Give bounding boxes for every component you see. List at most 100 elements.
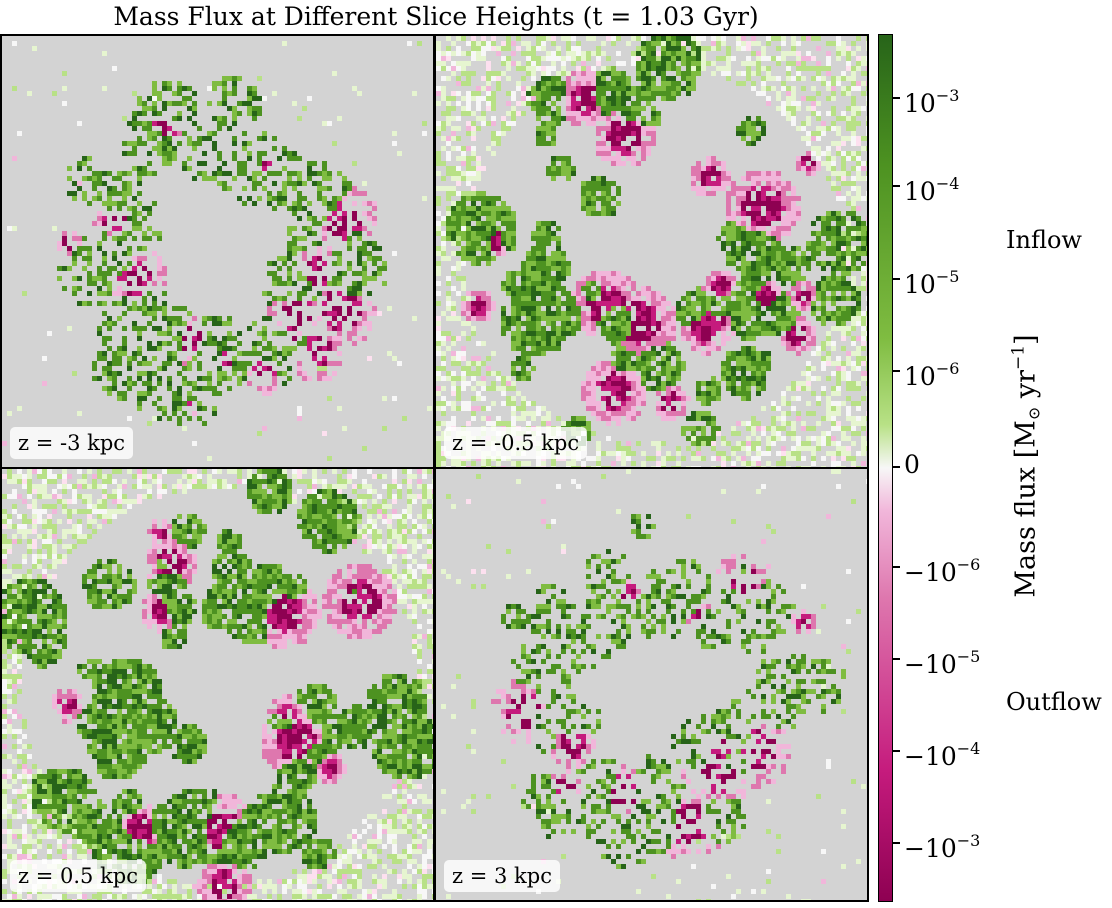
flux-pixel: [601, 206, 606, 211]
flux-pixel: [551, 176, 556, 181]
flux-pixel: [337, 231, 342, 236]
flux-pixel: [177, 81, 182, 86]
flux-pixel: [731, 231, 736, 236]
flux-pixel: [596, 381, 601, 386]
flux-pixel: [511, 51, 516, 56]
flux-pixel: [167, 416, 172, 421]
flux-pixel: [866, 276, 867, 281]
flux-pixel: [317, 191, 322, 196]
flux-pixel: [851, 246, 856, 251]
flux-pixel: [531, 301, 536, 306]
flux-pixel: [671, 366, 676, 371]
flux-pixel: [122, 341, 127, 346]
flux-pixel: [302, 236, 307, 241]
flux-pixel: [851, 386, 856, 391]
flux-pixel: [152, 131, 157, 136]
flux-pixel: [696, 66, 701, 71]
flux-pixel: [446, 196, 451, 201]
flux-pixel: [77, 286, 82, 291]
flux-pixel: [282, 356, 287, 361]
flux-pixel: [357, 221, 362, 226]
flux-pixel: [741, 366, 746, 371]
flux-pixel: [476, 116, 481, 121]
flux-pixel: [586, 331, 591, 336]
flux-pixel: [831, 91, 836, 96]
flux-pixel: [726, 226, 731, 231]
flux-pixel: [127, 141, 132, 146]
flux-pixel: [546, 261, 551, 266]
flux-pixel: [322, 301, 327, 306]
flux-pixel: [556, 306, 561, 311]
flux-pixel: [676, 396, 681, 401]
flux-pixel: [551, 346, 556, 351]
flux-pixel: [486, 66, 491, 71]
flux-pixel: [606, 206, 611, 211]
flux-pixel: [581, 286, 586, 291]
flux-pixel: [816, 401, 821, 406]
flux-pixel: [197, 351, 202, 356]
flux-pixel: [826, 406, 831, 411]
flux-pixel: [811, 331, 816, 336]
flux-pixel: [177, 421, 182, 426]
flux-pixel: [721, 366, 726, 371]
flux-pixel: [436, 226, 441, 231]
flux-pixel: [491, 41, 496, 46]
flux-pixel: [566, 421, 571, 426]
flux-pixel: [347, 331, 352, 336]
flux-pixel: [112, 381, 117, 386]
flux-pixel: [461, 321, 466, 326]
flux-pixel: [726, 251, 731, 256]
flux-pixel: [307, 346, 312, 351]
flux-pixel: [242, 186, 247, 191]
flux-pixel: [441, 341, 446, 346]
flux-pixel: [566, 96, 571, 101]
flux-pixel: [601, 146, 606, 151]
flux-pixel: [806, 306, 811, 311]
flux-pixel: [451, 171, 456, 176]
flux-pixel: [237, 111, 242, 116]
flux-pixel: [631, 406, 636, 411]
flux-pixel: [611, 96, 616, 101]
flux-pixel: [821, 261, 826, 266]
flux-pixel: [851, 71, 856, 76]
flux-pixel: [801, 276, 806, 281]
flux-pixel: [741, 256, 746, 261]
flux-pixel: [127, 271, 132, 276]
flux-pixel: [262, 366, 267, 371]
flux-pixel: [536, 56, 541, 61]
flux-pixel: [137, 401, 142, 406]
flux-pixel: [856, 176, 861, 181]
flux-pixel: [152, 91, 157, 96]
flux-pixel: [147, 161, 152, 166]
flux-pixel: [267, 356, 272, 361]
flux-pixel: [866, 121, 867, 126]
flux-pixel: [237, 166, 242, 171]
flux-pixel: [706, 401, 711, 406]
flux-pixel: [222, 346, 227, 351]
flux-pixel: [701, 311, 706, 316]
flux-pixel: [846, 241, 851, 246]
flux-pixel: [781, 281, 786, 286]
flux-pixel: [167, 361, 172, 366]
flux-pixel: [611, 286, 616, 291]
flux-pixel: [481, 76, 486, 81]
flux-pixel: [756, 291, 761, 296]
flux-pixel: [831, 216, 836, 221]
flux-pixel: [292, 151, 297, 156]
flux-pixel: [312, 296, 317, 301]
flux-pixel: [846, 396, 851, 401]
flux-pixel: [821, 356, 826, 361]
flux-pixel: [706, 396, 711, 401]
flux-pixel: [382, 426, 387, 431]
flux-pixel: [741, 286, 746, 291]
flux-pixel: [147, 321, 152, 326]
flux-pixel: [601, 371, 606, 376]
flux-pixel: [851, 351, 856, 356]
flux-pixel: [491, 76, 496, 81]
flux-pixel: [606, 191, 611, 196]
flux-pixel: [536, 306, 541, 311]
flux-pixel: [551, 101, 556, 106]
flux-pixel: [586, 191, 591, 196]
flux-pixel: [711, 61, 716, 66]
flux-pixel: [736, 206, 741, 211]
